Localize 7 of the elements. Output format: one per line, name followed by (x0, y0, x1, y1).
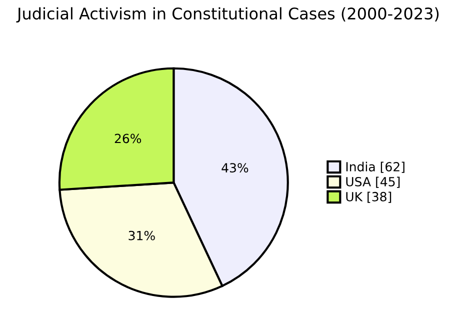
legend-label: USA [45] (346, 176, 400, 188)
data-label: 31% (128, 230, 155, 240)
legend-label: UK [38] (346, 192, 392, 203)
data-label: 26% (114, 134, 142, 144)
chart-title: Judicial Activism in Constitutional Cases (2000-2023) (16, 7, 439, 23)
legend-label: India [62] (346, 162, 404, 173)
data-label: 43% (222, 163, 248, 173)
